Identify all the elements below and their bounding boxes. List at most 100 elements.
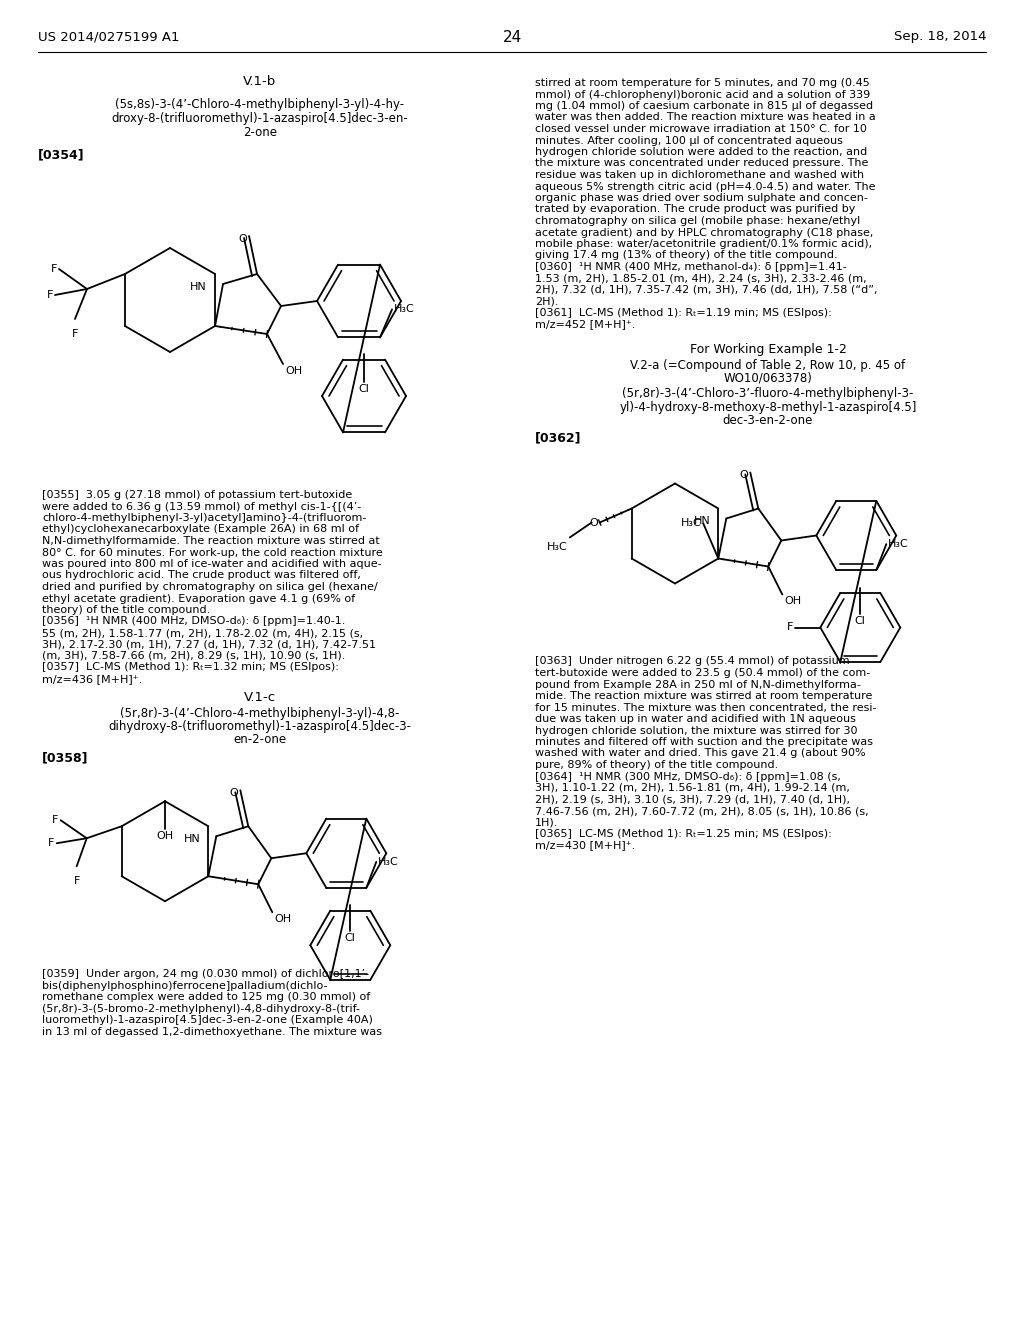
Text: m/z=436 [M+H]⁺.: m/z=436 [M+H]⁺. — [42, 675, 142, 684]
Text: hydrogen chloride solution were added to the reaction, and: hydrogen chloride solution were added to… — [535, 147, 867, 157]
Text: washed with water and dried. This gave 21.4 g (about 90%: washed with water and dried. This gave 2… — [535, 748, 865, 759]
Text: were added to 6.36 g (13.59 mmol) of methyl cis-1-{[(4’-: were added to 6.36 g (13.59 mmol) of met… — [42, 502, 361, 511]
Text: mg (1.04 mmol) of caesium carbonate in 815 μl of degassed: mg (1.04 mmol) of caesium carbonate in 8… — [535, 102, 873, 111]
Text: trated by evaporation. The crude product was purified by: trated by evaporation. The crude product… — [535, 205, 855, 214]
Text: for 15 minutes. The mixture was then concentrated, the resi-: for 15 minutes. The mixture was then con… — [535, 702, 877, 713]
Text: [0359]  Under argon, 24 mg (0.030 mmol) of dichloro[1,1’-: [0359] Under argon, 24 mg (0.030 mmol) o… — [42, 969, 369, 979]
Text: V.1-c: V.1-c — [244, 692, 276, 705]
Text: aqueous 5% strength citric acid (pH=4.0-4.5) and water. The: aqueous 5% strength citric acid (pH=4.0-… — [535, 181, 876, 191]
Text: 1.53 (m, 2H), 1.85-2.01 (m, 4H), 2.24 (s, 3H), 2.33-2.46 (m,: 1.53 (m, 2H), 1.85-2.01 (m, 4H), 2.24 (s… — [535, 273, 866, 284]
Text: F: F — [74, 876, 80, 886]
Text: 7.46-7.56 (m, 2H), 7.60-7.72 (m, 2H), 8.05 (s, 1H), 10.86 (s,: 7.46-7.56 (m, 2H), 7.60-7.72 (m, 2H), 8.… — [535, 807, 868, 816]
Text: (5r,8r)-3-(5-bromo-2-methylphenyl)-4,8-dihydroxy-8-(trif-: (5r,8r)-3-(5-bromo-2-methylphenyl)-4,8-d… — [42, 1003, 360, 1014]
Text: V.1-b: V.1-b — [244, 75, 276, 88]
Text: 2H).: 2H). — [535, 297, 558, 306]
Text: O: O — [589, 517, 598, 528]
Text: Cl: Cl — [855, 615, 865, 626]
Text: chromatography on silica gel (mobile phase: hexane/ethyl: chromatography on silica gel (mobile pha… — [535, 216, 860, 226]
Text: (5r,8r)-3-(4’-Chloro-3’-fluoro-4-methylbiphenyl-3-: (5r,8r)-3-(4’-Chloro-3’-fluoro-4-methylb… — [623, 388, 913, 400]
Text: H₃C: H₃C — [681, 519, 701, 528]
Text: V.2-a (=Compound of Table 2, Row 10, p. 45 of: V.2-a (=Compound of Table 2, Row 10, p. … — [631, 359, 905, 371]
Text: ethyl acetate gradient). Evaporation gave 4.1 g (69% of: ethyl acetate gradient). Evaporation gav… — [42, 594, 355, 603]
Text: dec-3-en-2-one: dec-3-en-2-one — [723, 413, 813, 426]
Text: [0358]: [0358] — [42, 751, 88, 764]
Text: HN: HN — [693, 516, 711, 527]
Text: mmol) of (4-chlorophenyl)boronic acid and a solution of 339: mmol) of (4-chlorophenyl)boronic acid an… — [535, 90, 870, 99]
Text: giving 17.4 mg (13% of theory) of the title compound.: giving 17.4 mg (13% of theory) of the ti… — [535, 251, 838, 260]
Text: mobile phase: water/acetonitrile gradient/0.1% formic acid),: mobile phase: water/acetonitrile gradien… — [535, 239, 872, 249]
Text: 55 (m, 2H), 1.58-1.77 (m, 2H), 1.78-2.02 (m, 4H), 2.15 (s,: 55 (m, 2H), 1.58-1.77 (m, 2H), 1.78-2.02… — [42, 628, 364, 638]
Text: m/z=430 [M+H]⁺.: m/z=430 [M+H]⁺. — [535, 841, 635, 850]
Text: [0363]  Under nitrogen 6.22 g (55.4 mmol) of potassium: [0363] Under nitrogen 6.22 g (55.4 mmol)… — [535, 656, 850, 667]
Text: H₃C: H₃C — [378, 857, 399, 867]
Text: dihydroxy-8-(trifluoromethyl)-1-azaspiro[4.5]dec-3-: dihydroxy-8-(trifluoromethyl)-1-azaspiro… — [109, 721, 412, 733]
Text: minutes and filtered off with suction and the precipitate was: minutes and filtered off with suction an… — [535, 737, 873, 747]
Text: 3H), 2.17-2.30 (m, 1H), 7.27 (d, 1H), 7.32 (d, 1H), 7.42-7.51: 3H), 2.17-2.30 (m, 1H), 7.27 (d, 1H), 7.… — [42, 639, 376, 649]
Text: N,N-dimethylformamide. The reaction mixture was stirred at: N,N-dimethylformamide. The reaction mixt… — [42, 536, 380, 546]
Text: water was then added. The reaction mixture was heated in a: water was then added. The reaction mixtu… — [535, 112, 876, 123]
Text: [0364]  ¹H NMR (300 MHz, DMSO-d₆): δ [ppm]=1.08 (s,: [0364] ¹H NMR (300 MHz, DMSO-d₆): δ [ppm… — [535, 771, 841, 781]
Text: 2H), 2.19 (s, 3H), 3.10 (s, 3H), 7.29 (d, 1H), 7.40 (d, 1H),: 2H), 2.19 (s, 3H), 3.10 (s, 3H), 7.29 (d… — [535, 795, 850, 804]
Text: residue was taken up in dichloromethane and washed with: residue was taken up in dichloromethane … — [535, 170, 864, 180]
Text: H₃C: H₃C — [547, 541, 567, 552]
Text: US 2014/0275199 A1: US 2014/0275199 A1 — [38, 30, 179, 44]
Text: [0365]  LC-MS (Method 1): Rₜ=1.25 min; MS (ESIpos):: [0365] LC-MS (Method 1): Rₜ=1.25 min; MS… — [535, 829, 831, 840]
Text: OH: OH — [285, 366, 302, 376]
Text: F: F — [50, 264, 57, 275]
Text: F: F — [48, 838, 54, 849]
Text: (m, 3H), 7.58-7.66 (m, 2H), 8.29 (s, 1H), 10.90 (s, 1H).: (m, 3H), 7.58-7.66 (m, 2H), 8.29 (s, 1H)… — [42, 651, 345, 661]
Text: [0362]: [0362] — [535, 432, 582, 445]
Text: the mixture was concentrated under reduced pressure. The: the mixture was concentrated under reduc… — [535, 158, 868, 169]
Text: tert-butoxide were added to 23.5 g (50.4 mmol) of the com-: tert-butoxide were added to 23.5 g (50.4… — [535, 668, 870, 678]
Text: en-2-one: en-2-one — [233, 733, 287, 746]
Text: 1H).: 1H). — [535, 817, 558, 828]
Text: 24: 24 — [503, 30, 521, 45]
Text: [0355]  3.05 g (27.18 mmol) of potassium tert-butoxide: [0355] 3.05 g (27.18 mmol) of potassium … — [42, 490, 352, 500]
Text: pure, 89% of theory) of the title compound.: pure, 89% of theory) of the title compou… — [535, 760, 778, 770]
Text: [0361]  LC-MS (Method 1): Rₜ=1.19 min; MS (ESIpos):: [0361] LC-MS (Method 1): Rₜ=1.19 min; MS… — [535, 308, 831, 318]
Text: theory) of the title compound.: theory) of the title compound. — [42, 605, 210, 615]
Text: OH: OH — [784, 597, 802, 606]
Text: in 13 ml of degassed 1,2-dimethoxyethane. The mixture was: in 13 ml of degassed 1,2-dimethoxyethane… — [42, 1027, 382, 1036]
Text: 2-one: 2-one — [243, 125, 278, 139]
Text: H₃C: H₃C — [888, 539, 909, 549]
Text: hydrogen chloride solution, the mixture was stirred for 30: hydrogen chloride solution, the mixture … — [535, 726, 857, 735]
Text: pound from Example 28A in 250 ml of N,N-dimethylforma-: pound from Example 28A in 250 ml of N,N-… — [535, 680, 861, 689]
Text: ous hydrochloric acid. The crude product was filtered off,: ous hydrochloric acid. The crude product… — [42, 570, 360, 581]
Text: yl)-4-hydroxy-8-methoxy-8-methyl-1-azaspiro[4.5]: yl)-4-hydroxy-8-methoxy-8-methyl-1-azasp… — [620, 400, 916, 413]
Text: was poured into 800 ml of ice-water and acidified with aque-: was poured into 800 ml of ice-water and … — [42, 558, 382, 569]
Text: [0354]: [0354] — [38, 148, 85, 161]
Text: For Working Example 1-2: For Working Example 1-2 — [689, 342, 847, 355]
Text: Sep. 18, 2014: Sep. 18, 2014 — [894, 30, 986, 44]
Text: OH: OH — [274, 915, 292, 924]
Text: 80° C. for 60 minutes. For work-up, the cold reaction mixture: 80° C. for 60 minutes. For work-up, the … — [42, 548, 383, 557]
Text: 2H), 7.32 (d, 1H), 7.35-7.42 (m, 3H), 7.46 (dd, 1H), 7.58 (“d”,: 2H), 7.32 (d, 1H), 7.35-7.42 (m, 3H), 7.… — [535, 285, 878, 294]
Text: mide. The reaction mixture was stirred at room temperature: mide. The reaction mixture was stirred a… — [535, 690, 872, 701]
Text: O: O — [229, 788, 239, 799]
Text: HN: HN — [190, 282, 207, 292]
Text: (5s,8s)-3-(4’-Chloro-4-methylbiphenyl-3-yl)-4-hy-: (5s,8s)-3-(4’-Chloro-4-methylbiphenyl-3-… — [116, 98, 404, 111]
Text: F: F — [52, 816, 58, 825]
Text: Cl: Cl — [345, 933, 355, 944]
Text: [0357]  LC-MS (Method 1): Rₜ=1.32 min; MS (ESIpos):: [0357] LC-MS (Method 1): Rₜ=1.32 min; MS… — [42, 663, 339, 672]
Text: OH: OH — [157, 832, 173, 841]
Text: acetate gradient) and by HPLC chromatography (C18 phase,: acetate gradient) and by HPLC chromatogr… — [535, 227, 873, 238]
Text: 3H), 1.10-1.22 (m, 2H), 1.56-1.81 (m, 4H), 1.99-2.14 (m,: 3H), 1.10-1.22 (m, 2H), 1.56-1.81 (m, 4H… — [535, 783, 850, 793]
Text: chloro-4-methylbiphenyl-3-yl)acetyl]amino}-4-(trifluorom-: chloro-4-methylbiphenyl-3-yl)acetyl]amin… — [42, 513, 367, 523]
Text: H₃C: H₃C — [394, 305, 415, 314]
Text: m/z=452 [M+H]⁺.: m/z=452 [M+H]⁺. — [535, 319, 635, 330]
Text: [0356]  ¹H NMR (400 MHz, DMSO-d₆): δ [ppm]=1.40-1.: [0356] ¹H NMR (400 MHz, DMSO-d₆): δ [ppm… — [42, 616, 345, 627]
Text: O: O — [239, 234, 247, 244]
Text: luoromethyl)-1-azaspiro[4.5]dec-3-en-2-one (Example 40A): luoromethyl)-1-azaspiro[4.5]dec-3-en-2-o… — [42, 1015, 373, 1026]
Text: organic phase was dried over sodium sulphate and concen-: organic phase was dried over sodium sulp… — [535, 193, 868, 203]
Text: O: O — [739, 470, 749, 480]
Text: stirred at room temperature for 5 minutes, and 70 mg (0.45: stirred at room temperature for 5 minute… — [535, 78, 869, 88]
Text: Cl: Cl — [358, 384, 370, 393]
Text: dried and purified by chromatography on silica gel (hexane/: dried and purified by chromatography on … — [42, 582, 378, 591]
Text: bis(diphenylphosphino)ferrocene]palladium(dichlo-: bis(diphenylphosphino)ferrocene]palladiu… — [42, 981, 328, 991]
Text: droxy-8-(trifluoromethyl)-1-azaspiro[4.5]dec-3-en-: droxy-8-(trifluoromethyl)-1-azaspiro[4.5… — [112, 112, 409, 125]
Text: WO10/063378): WO10/063378) — [724, 371, 812, 384]
Text: minutes. After cooling, 100 μl of concentrated aqueous: minutes. After cooling, 100 μl of concen… — [535, 136, 843, 145]
Text: [0360]  ¹H NMR (400 MHz, methanol-d₄): δ [ppm]=1.41-: [0360] ¹H NMR (400 MHz, methanol-d₄): δ … — [535, 261, 847, 272]
Text: HN: HN — [183, 834, 201, 845]
